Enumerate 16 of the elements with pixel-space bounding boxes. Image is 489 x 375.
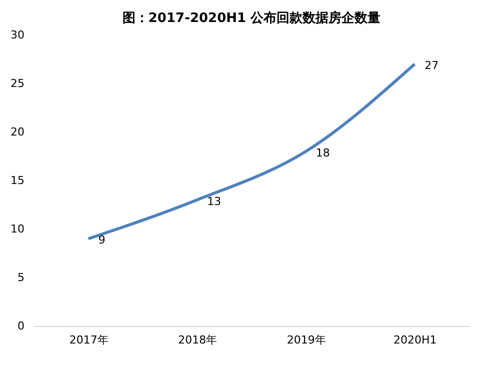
x-tick-label: 2020H1: [393, 334, 437, 346]
y-tick-label: 30: [10, 28, 24, 42]
x-tick-label: 2018年: [178, 334, 218, 346]
data-label: 18: [316, 146, 330, 160]
data-label: 9: [98, 234, 106, 247]
y-tick-label: 5: [18, 271, 24, 284]
y-tick-label: 0: [18, 320, 24, 332]
y-tick-label: 25: [10, 77, 24, 90]
chart-title: 图：2017-2020H1 公布回款数据房企数量: [122, 10, 381, 26]
y-tick-label: 10: [10, 222, 24, 236]
x-tick-label: 2017年: [69, 334, 108, 346]
y-tick-label: 15: [10, 174, 24, 187]
x-tick-label: 2019年: [286, 334, 326, 346]
y-tick-label: 20: [10, 126, 24, 138]
data-label: 27: [424, 59, 439, 72]
data-label: 13: [207, 194, 222, 208]
